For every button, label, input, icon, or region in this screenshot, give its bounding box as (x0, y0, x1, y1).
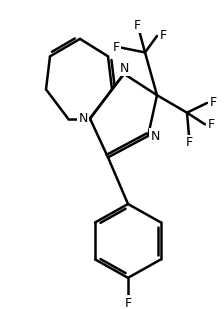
Text: N: N (78, 112, 88, 125)
Text: N: N (119, 61, 129, 74)
Text: F: F (125, 297, 131, 309)
Text: N: N (150, 129, 160, 142)
Text: F: F (134, 19, 141, 32)
Text: F: F (207, 118, 215, 131)
Text: F: F (112, 41, 120, 54)
Text: F: F (185, 136, 193, 149)
Text: F: F (159, 29, 167, 42)
Text: F: F (209, 96, 217, 109)
